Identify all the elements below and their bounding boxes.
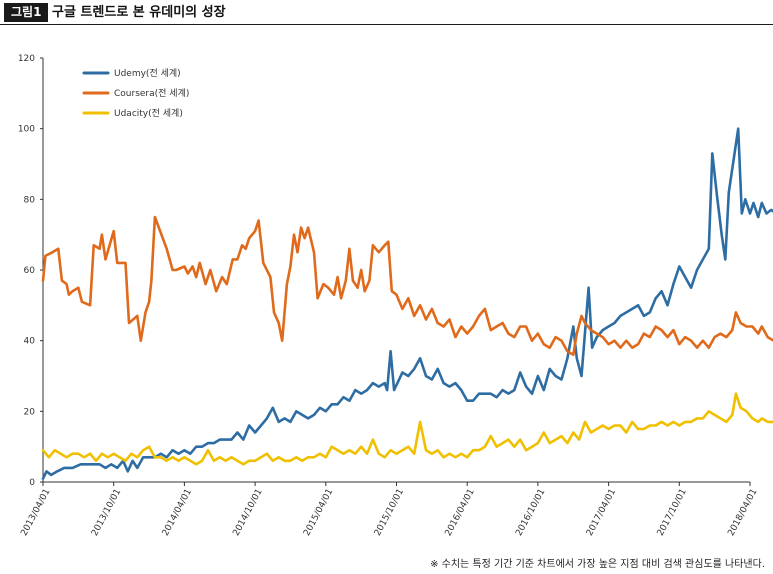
chart-legend: Udemy(전 세계) Coursera(전 세계) Udacity(전 세계)	[82, 67, 189, 119]
figure-header: 그림1 구글 트렌드로 본 유데미의 성장	[0, 0, 773, 26]
x-tick-label: 2014/04/01	[161, 487, 194, 537]
x-tick-label: 2016/10/01	[514, 487, 547, 537]
chart-series-layer	[41, 127, 773, 480]
y-tick-label: 40	[24, 337, 36, 347]
series-line-udemy	[41, 127, 773, 480]
y-tick-label: 20	[24, 407, 36, 417]
legend-label-coursera: Coursera(전 세계)	[114, 87, 189, 99]
figure-title: 구글 트렌드로 본 유데미의 성장	[52, 5, 226, 20]
x-tick-label: 2015/04/01	[302, 487, 335, 537]
y-tick-label: 100	[18, 125, 35, 135]
x-tick-label: 2017/04/01	[585, 487, 618, 537]
legend-label-udacity: Udacity(전 세계)	[114, 107, 183, 119]
series-line-coursera	[41, 215, 773, 357]
x-tick-label: 2013/04/01	[19, 487, 52, 537]
footnote: ※ 수치는 특정 기간 기준 차트에서 가장 높은 지점 대비 검색 관심도를 …	[430, 559, 765, 570]
y-tick-label: 60	[24, 266, 36, 276]
y-tick-label: 0	[29, 478, 35, 488]
x-tick-label: 2013/10/01	[90, 487, 123, 537]
legend-label-udemy: Udemy(전 세계)	[114, 67, 181, 79]
series-line-udacity	[41, 392, 773, 466]
figure-label-badge: 그림1	[4, 3, 49, 22]
x-tick-label: 2018/04/01	[726, 487, 759, 537]
y-tick-label: 80	[24, 195, 36, 205]
x-tick-label: 2017/10/01	[656, 487, 689, 537]
x-tick-label: 2016/04/01	[444, 487, 477, 537]
header-divider	[0, 24, 773, 25]
chart-axes: 0 20 40 60 80 100 120 2013/04/01 2013/10/01 2014/…	[18, 54, 760, 538]
x-tick-label: 2015/10/01	[373, 487, 406, 537]
y-tick-label: 120	[18, 54, 35, 64]
x-tick-label: 2014/10/01	[232, 487, 265, 537]
